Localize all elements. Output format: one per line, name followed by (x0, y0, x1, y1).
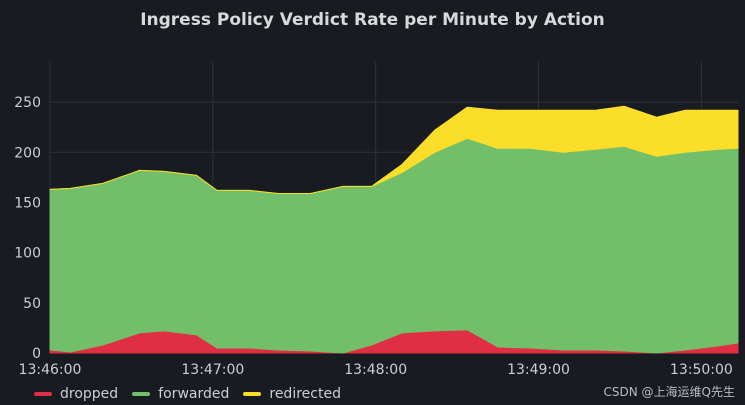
y-tick-label: 100 (14, 246, 41, 262)
x-tick-label: 13:50:00 (670, 362, 733, 378)
panel-title: Ingress Policy Verdict Rate per Minute b… (140, 10, 605, 30)
x-tick-label: 13:46:00 (19, 362, 82, 378)
y-tick-label: 250 (14, 95, 41, 111)
series-area-redirected (49, 105, 739, 194)
y-tick-label: 150 (14, 195, 41, 211)
watermark: CSDN @上海运维Q先生 (603, 385, 735, 399)
y-tick-label: 0 (32, 346, 41, 362)
legend-item-dropped[interactable]: dropped (34, 386, 118, 402)
x-tick-label: 13:49:00 (507, 362, 570, 378)
x-tick-label: 13:47:00 (181, 362, 244, 378)
x-tick-label: 13:48:00 (344, 362, 407, 378)
legend-label-dropped: dropped (60, 386, 119, 402)
legend-label-redirected: redirected (269, 386, 341, 402)
legend-item-forwarded[interactable]: forwarded (132, 386, 229, 402)
forwarded-swatch-icon (132, 392, 151, 396)
y-tick-label: 200 (14, 145, 41, 161)
legend-label-forwarded: forwarded (158, 386, 230, 402)
dropped-swatch-icon (34, 392, 52, 396)
legend-item-redirected[interactable]: redirected (243, 386, 341, 402)
legend: dropped forwarded redirected (34, 386, 341, 402)
redirected-swatch-icon (243, 392, 262, 396)
y-tick-label: 50 (23, 296, 41, 312)
